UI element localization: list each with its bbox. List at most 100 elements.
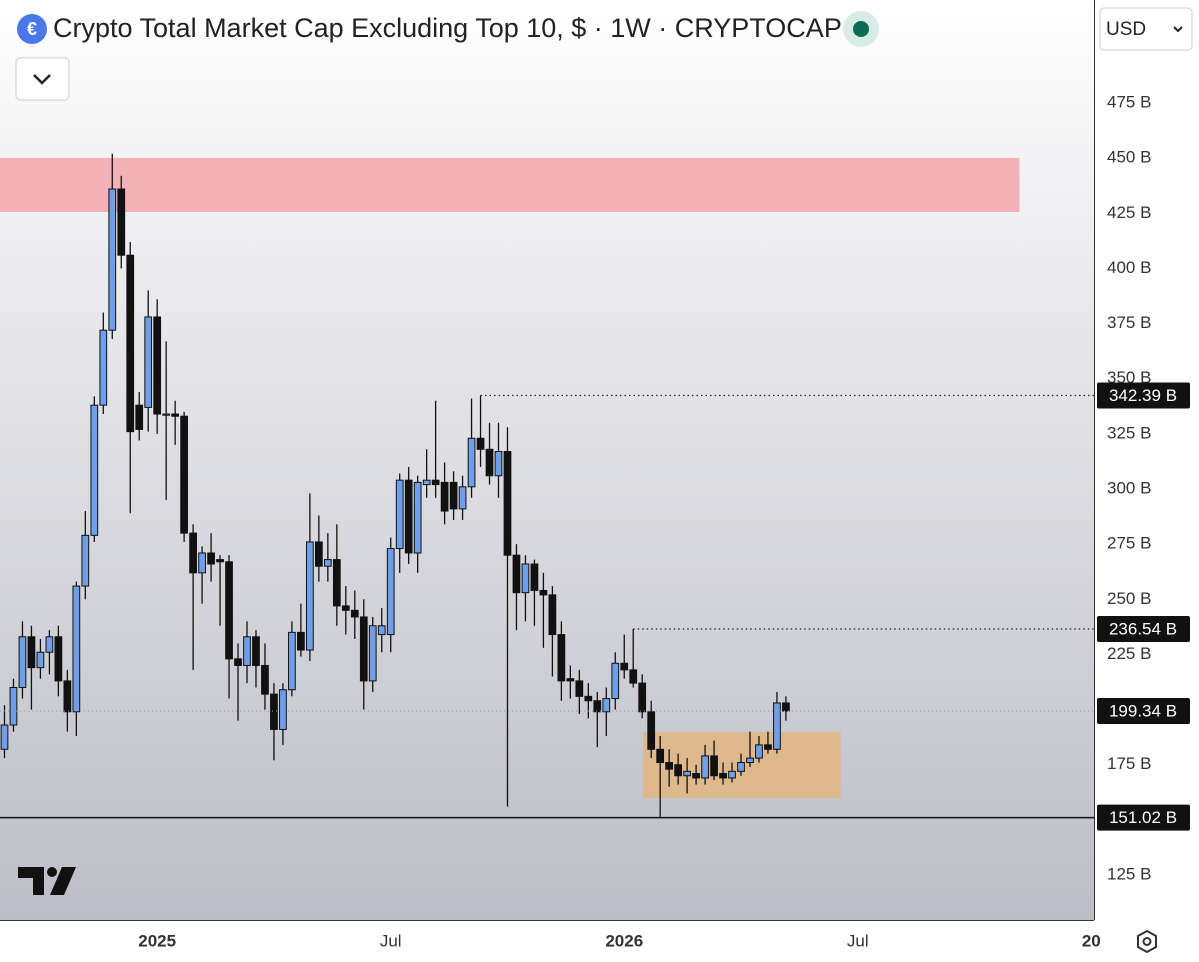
price-label-box bbox=[1097, 615, 1190, 642]
candle-body bbox=[701, 755, 709, 779]
price-label: 236.54 B bbox=[1109, 619, 1177, 638]
candle-body bbox=[521, 563, 530, 594]
candle-body bbox=[261, 664, 269, 695]
candle-body bbox=[566, 678, 575, 682]
candle-body bbox=[638, 682, 647, 713]
candle-body bbox=[180, 415, 188, 534]
chart-title: Crypto Total Market Cap Excluding Top 10… bbox=[53, 13, 842, 43]
x-tick-label: Jul bbox=[847, 931, 869, 950]
collapse-button[interactable] bbox=[15, 57, 70, 101]
symbol-icon bbox=[17, 14, 47, 44]
price-label: 151.02 B bbox=[1109, 808, 1177, 827]
candle-body bbox=[512, 554, 521, 594]
candle-body bbox=[395, 479, 404, 550]
candle-body bbox=[189, 532, 197, 574]
logo-part bbox=[18, 867, 44, 895]
candle-body bbox=[72, 585, 81, 713]
tradingview-logo bbox=[18, 867, 76, 895]
candle-body bbox=[144, 316, 153, 408]
candle-body bbox=[449, 481, 458, 510]
candle-body bbox=[81, 534, 90, 587]
settings-icon[interactable] bbox=[1137, 929, 1157, 954]
candle-body bbox=[153, 316, 162, 415]
candle-body bbox=[252, 636, 260, 666]
candle-body bbox=[54, 636, 63, 682]
candle-body bbox=[288, 631, 296, 691]
candle-body bbox=[539, 589, 548, 596]
candle-body bbox=[746, 757, 754, 764]
candle-body bbox=[99, 329, 108, 406]
y-tick-label: 400 B bbox=[1107, 258, 1151, 277]
candle-body bbox=[45, 636, 54, 653]
candle-body bbox=[225, 561, 233, 660]
y-tick-label: 275 B bbox=[1107, 534, 1151, 553]
candle-body bbox=[243, 636, 251, 666]
candle-body bbox=[216, 559, 224, 563]
candle-body bbox=[548, 594, 557, 636]
candle-body bbox=[27, 636, 36, 669]
candle-body bbox=[306, 541, 314, 651]
candle-body bbox=[341, 605, 350, 611]
candle-body bbox=[368, 625, 377, 682]
candle-body bbox=[36, 651, 45, 669]
candle-body bbox=[377, 625, 386, 636]
candle-body bbox=[656, 748, 665, 764]
candle-body bbox=[413, 481, 422, 554]
candle-body bbox=[279, 689, 287, 730]
candle-body bbox=[234, 658, 242, 666]
candle-body bbox=[0, 724, 9, 750]
price-label: 199.34 B bbox=[1109, 702, 1177, 721]
candle-body bbox=[629, 669, 638, 684]
candle-body bbox=[404, 479, 413, 554]
candle-body bbox=[386, 548, 395, 636]
candle-body bbox=[602, 698, 611, 713]
zone bbox=[0, 157, 1020, 212]
candle-body bbox=[719, 773, 727, 779]
logo-part bbox=[50, 867, 76, 895]
candle-body bbox=[755, 744, 763, 759]
candle-body bbox=[135, 404, 144, 430]
candle-body bbox=[692, 773, 700, 779]
symbol-icon-glyph: € bbox=[27, 19, 37, 39]
candle-body bbox=[476, 437, 485, 450]
y-tick-label: 450 B bbox=[1107, 148, 1151, 167]
candle-body bbox=[18, 636, 27, 689]
candle-body bbox=[198, 552, 206, 574]
candle-body bbox=[9, 687, 18, 726]
y-tick-label: 425 B bbox=[1107, 203, 1151, 222]
candle-body bbox=[171, 413, 180, 417]
candle-body bbox=[440, 481, 449, 512]
price-label-box bbox=[1097, 804, 1190, 831]
candle-body bbox=[620, 662, 629, 671]
candle-body bbox=[773, 702, 781, 750]
price-label-box bbox=[1097, 382, 1190, 409]
candle-body bbox=[467, 437, 476, 488]
candle-body bbox=[728, 770, 736, 779]
candle-body bbox=[422, 479, 431, 486]
candle-body bbox=[108, 188, 117, 331]
candle-body bbox=[503, 451, 512, 556]
chevron-icon bbox=[1173, 26, 1183, 33]
price-label-box bbox=[1097, 698, 1190, 725]
candle-body bbox=[350, 609, 359, 618]
candle-body bbox=[557, 634, 566, 682]
x-tick-label: 20 bbox=[1082, 931, 1101, 950]
y-tick-label: 125 B bbox=[1107, 864, 1151, 883]
candle-body bbox=[90, 404, 99, 536]
chevron-icon bbox=[33, 74, 51, 85]
y-tick-label: 350 B bbox=[1107, 368, 1151, 387]
currency-select[interactable] bbox=[1099, 7, 1193, 51]
candle-body bbox=[611, 662, 620, 700]
candle-body bbox=[431, 479, 440, 486]
price-label: 342.39 B bbox=[1109, 386, 1177, 405]
candle-body bbox=[530, 563, 539, 591]
candle-body bbox=[297, 631, 305, 651]
candle-body bbox=[665, 762, 674, 770]
candle-body bbox=[126, 254, 135, 433]
candle-body bbox=[584, 695, 593, 702]
currency-label: USD bbox=[1106, 19, 1146, 40]
plot-background bbox=[0, 0, 1094, 920]
candle-body bbox=[359, 616, 368, 682]
y-tick-label: 175 B bbox=[1107, 754, 1151, 773]
candle-body bbox=[764, 744, 772, 750]
